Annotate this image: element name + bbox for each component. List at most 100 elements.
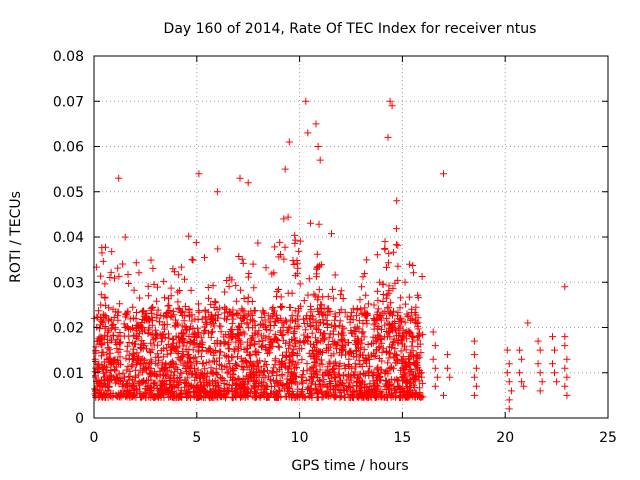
data-point — [114, 356, 122, 364]
data-point — [294, 264, 302, 272]
data-point — [189, 346, 197, 354]
data-point — [351, 360, 359, 368]
data-point — [394, 262, 402, 270]
data-point — [164, 389, 172, 396]
data-point — [215, 360, 223, 368]
data-point — [152, 359, 160, 367]
data-point — [168, 343, 176, 351]
data-point — [293, 350, 301, 358]
data-point — [236, 314, 244, 322]
data-point — [553, 378, 561, 386]
data-point — [265, 372, 273, 380]
data-point — [413, 320, 421, 327]
data-point — [94, 368, 102, 375]
data-point — [237, 329, 245, 336]
data-point — [296, 338, 304, 346]
data-point — [376, 366, 384, 374]
data-point — [358, 339, 366, 347]
data-point — [162, 310, 170, 317]
data-point — [207, 320, 215, 328]
data-point — [221, 305, 229, 313]
data-point — [409, 371, 417, 379]
data-point — [159, 321, 167, 329]
data-point — [119, 260, 127, 268]
data-point — [370, 391, 378, 399]
data-point — [264, 383, 272, 391]
data-point — [387, 375, 395, 383]
data-point — [549, 333, 556, 341]
data-point — [184, 351, 192, 358]
data-point — [265, 333, 273, 341]
data-point — [330, 322, 338, 330]
data-point — [409, 338, 416, 346]
data-point — [315, 311, 323, 318]
data-point — [209, 328, 216, 336]
data-point — [363, 320, 371, 328]
data-point — [538, 378, 546, 386]
data-point — [332, 377, 339, 385]
data-point — [117, 390, 125, 397]
data-point — [167, 349, 175, 357]
data-point — [300, 297, 308, 305]
data-point — [150, 380, 157, 388]
data-point — [99, 364, 107, 371]
data-point — [106, 349, 114, 357]
data-point — [343, 376, 351, 384]
data-point — [292, 340, 300, 348]
data-point — [352, 363, 360, 371]
data-point — [407, 349, 415, 357]
data-point — [274, 382, 282, 390]
data-point — [401, 278, 409, 286]
data-point — [505, 378, 513, 386]
data-point — [147, 256, 155, 264]
data-point — [470, 337, 478, 345]
data-point — [165, 330, 172, 338]
data-point — [387, 299, 395, 307]
data-point — [217, 392, 225, 400]
data-point — [313, 389, 321, 397]
data-point — [210, 351, 218, 359]
data-point — [292, 372, 299, 380]
data-point — [408, 342, 416, 350]
data-point — [250, 317, 258, 325]
data-point — [198, 341, 206, 349]
data-point — [98, 334, 106, 342]
data-point — [361, 270, 369, 278]
data-point — [198, 347, 206, 354]
data-point — [99, 310, 107, 318]
data-point — [343, 313, 351, 321]
data-point — [277, 251, 284, 258]
data-point — [296, 280, 304, 288]
data-point — [217, 348, 224, 356]
data-point — [278, 358, 286, 365]
data-point — [119, 377, 127, 385]
data-point — [130, 391, 138, 399]
data-point — [147, 339, 155, 347]
data-point — [518, 355, 526, 363]
data-point — [195, 170, 203, 178]
data-point — [234, 344, 242, 352]
data-point — [353, 382, 360, 390]
data-point — [374, 374, 382, 382]
data-point — [261, 368, 269, 375]
data-point — [356, 370, 364, 378]
data-point — [259, 320, 267, 328]
data-point — [472, 364, 480, 372]
data-point — [147, 364, 155, 372]
data-point — [345, 339, 352, 346]
data-point — [198, 370, 206, 378]
data-point — [189, 325, 197, 332]
data-point — [326, 330, 334, 338]
data-point — [162, 371, 170, 379]
data-point — [148, 369, 156, 377]
data-point — [155, 356, 163, 364]
data-point — [280, 215, 288, 223]
data-point — [341, 308, 349, 316]
data-point — [274, 317, 282, 324]
data-point — [398, 337, 405, 345]
data-point — [96, 325, 104, 333]
data-point — [563, 373, 571, 381]
data-point — [341, 336, 349, 344]
data-point — [148, 303, 156, 311]
data-point — [97, 272, 105, 280]
